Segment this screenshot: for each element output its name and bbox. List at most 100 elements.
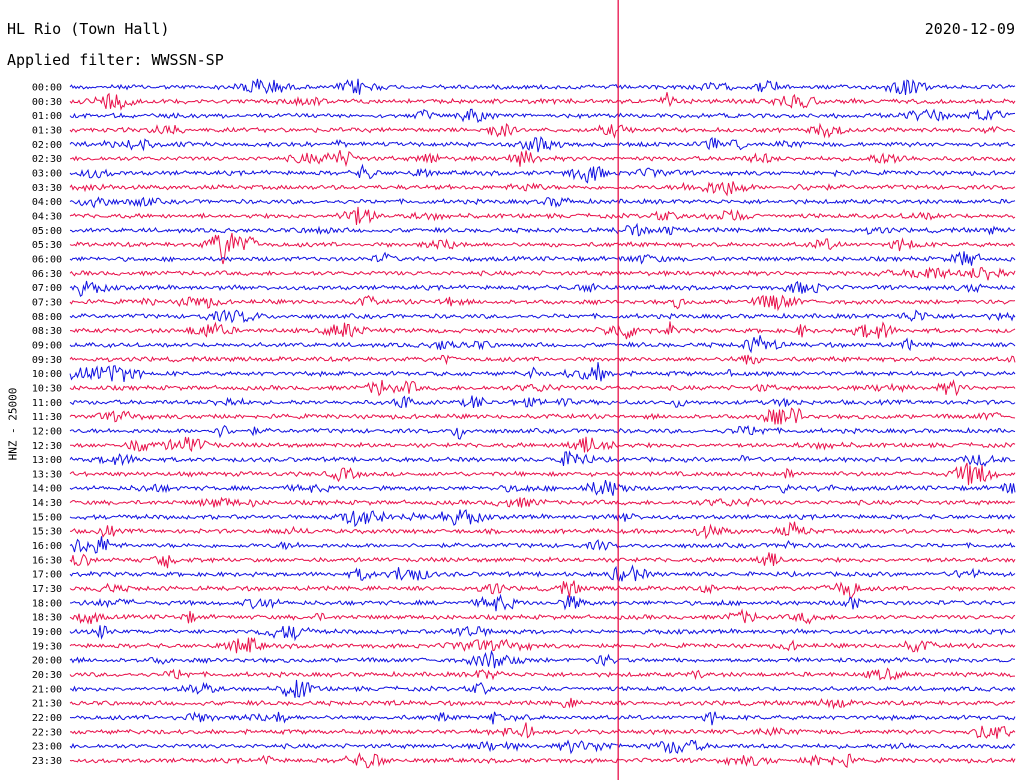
row-time-label: 08:00: [32, 312, 62, 323]
row-time-label: 21:00: [32, 684, 62, 695]
seismic-trace: [69, 309, 1016, 324]
row-time-label: 09:30: [32, 355, 62, 366]
row-time-label: 22:30: [32, 727, 62, 738]
row-time-label: 20:00: [32, 656, 62, 667]
row-time-label: 01:30: [32, 125, 62, 136]
seismic-trace: [69, 335, 1016, 354]
seismic-trace: [69, 232, 1016, 265]
seismic-trace: [69, 362, 1016, 382]
seismic-trace: [69, 679, 1016, 698]
seismic-trace: [69, 251, 1016, 266]
seismic-trace: [69, 378, 1016, 397]
filter-label: Applied filter: WWSSN-SP: [7, 51, 224, 69]
seismic-trace: [69, 536, 1016, 554]
row-time-label: 03:30: [32, 183, 62, 194]
row-time-label: 15:30: [32, 527, 62, 538]
seismic-trace: [69, 462, 1016, 486]
row-time-label: 02:30: [32, 154, 62, 165]
seismic-trace: [69, 496, 1016, 508]
row-time-label: 08:30: [32, 326, 62, 337]
seismic-trace: [69, 637, 1016, 654]
seismic-trace: [69, 667, 1015, 681]
seismic-trace: [69, 509, 1016, 528]
row-time-label: 22:00: [32, 713, 62, 724]
seismic-trace: [70, 321, 1016, 340]
seismic-trace: [69, 479, 1016, 496]
row-time-label: 07:30: [32, 297, 62, 308]
seismic-trace: [69, 580, 1016, 599]
row-time-label: 23:30: [32, 756, 62, 767]
seismic-trace: [69, 436, 1016, 453]
row-time-label: 16:30: [32, 555, 62, 566]
row-time-label: 06:30: [32, 269, 62, 280]
row-time-label: 09:00: [32, 340, 62, 351]
seismic-trace: [69, 450, 1016, 467]
row-time-label: 04:00: [32, 197, 62, 208]
seismic-trace: [69, 739, 1016, 755]
row-time-label: 17:00: [32, 570, 62, 581]
row-time-label: 11:30: [32, 412, 62, 423]
row-time-label: 18:00: [32, 598, 62, 609]
row-time-label: 04:30: [32, 211, 62, 222]
seismic-trace: [69, 266, 1016, 281]
row-time-label: 23:00: [32, 742, 62, 753]
row-time-label: 20:30: [32, 670, 62, 681]
seismic-trace: [69, 222, 1016, 237]
row-time-label: 16:00: [32, 541, 62, 552]
row-time-label: 02:00: [32, 140, 62, 151]
seismic-trace: [69, 354, 1016, 366]
row-time-label: 00:30: [32, 97, 62, 108]
seismic-trace: [69, 552, 1016, 569]
seismic-trace: [69, 280, 1016, 298]
row-time-label: 03:00: [32, 168, 62, 179]
seismic-trace: [69, 78, 1016, 95]
row-time-label: 12:00: [32, 426, 62, 437]
seismic-trace: [69, 649, 1015, 669]
row-time-label: 00:00: [32, 83, 62, 94]
seismic-trace: [69, 697, 1016, 710]
seismic-trace: [69, 521, 1016, 540]
seismic-trace: [69, 625, 1016, 642]
row-time-label: 15:00: [32, 512, 62, 523]
seismic-trace: [69, 593, 1016, 612]
seismic-trace: [69, 294, 1016, 312]
row-time-label: 18:30: [32, 613, 62, 624]
row-time-label: 19:30: [32, 641, 62, 652]
seismic-trace: [69, 108, 1016, 124]
row-time-label: 05:00: [32, 226, 62, 237]
row-time-label: 17:30: [32, 584, 62, 595]
row-time-label: 13:00: [32, 455, 62, 466]
seismic-trace: [69, 722, 1016, 739]
seismic-trace: [69, 196, 1016, 209]
row-time-label: 10:30: [32, 383, 62, 394]
seismic-trace: [69, 92, 1016, 111]
row-time-label: 14:30: [32, 498, 62, 509]
row-time-label: 06:00: [32, 254, 62, 265]
seismic-trace: [69, 122, 1016, 139]
row-time-label: 05:30: [32, 240, 62, 251]
seismic-trace: [69, 711, 1016, 726]
row-time-label: 13:30: [32, 469, 62, 480]
row-time-label: 01:00: [32, 111, 62, 122]
row-time-label: 14:00: [32, 484, 62, 495]
row-time-label: 10:00: [32, 369, 62, 380]
seismic-trace: [69, 395, 1016, 409]
seismic-trace: [69, 608, 1016, 625]
seismic-trace: [69, 752, 1016, 769]
station-title: HL Rio (Town Hall): [7, 20, 170, 38]
seismic-trace: [69, 206, 1016, 226]
row-time-label: 12:30: [32, 441, 62, 452]
row-time-label: 11:00: [32, 398, 62, 409]
row-time-label: 19:00: [32, 627, 62, 638]
seismic-trace: [69, 163, 1016, 184]
seismic-trace: [69, 407, 1016, 425]
seismic-trace: [69, 181, 1016, 197]
record-date: 2020-12-09: [924, 20, 1015, 38]
row-time-label: 07:00: [32, 283, 62, 294]
seismic-trace: [69, 564, 1016, 582]
seismic-trace: [69, 136, 1016, 153]
seismic-trace: [69, 424, 1016, 440]
seismic-trace: [69, 150, 1016, 168]
row-time-label: 21:30: [32, 699, 62, 710]
